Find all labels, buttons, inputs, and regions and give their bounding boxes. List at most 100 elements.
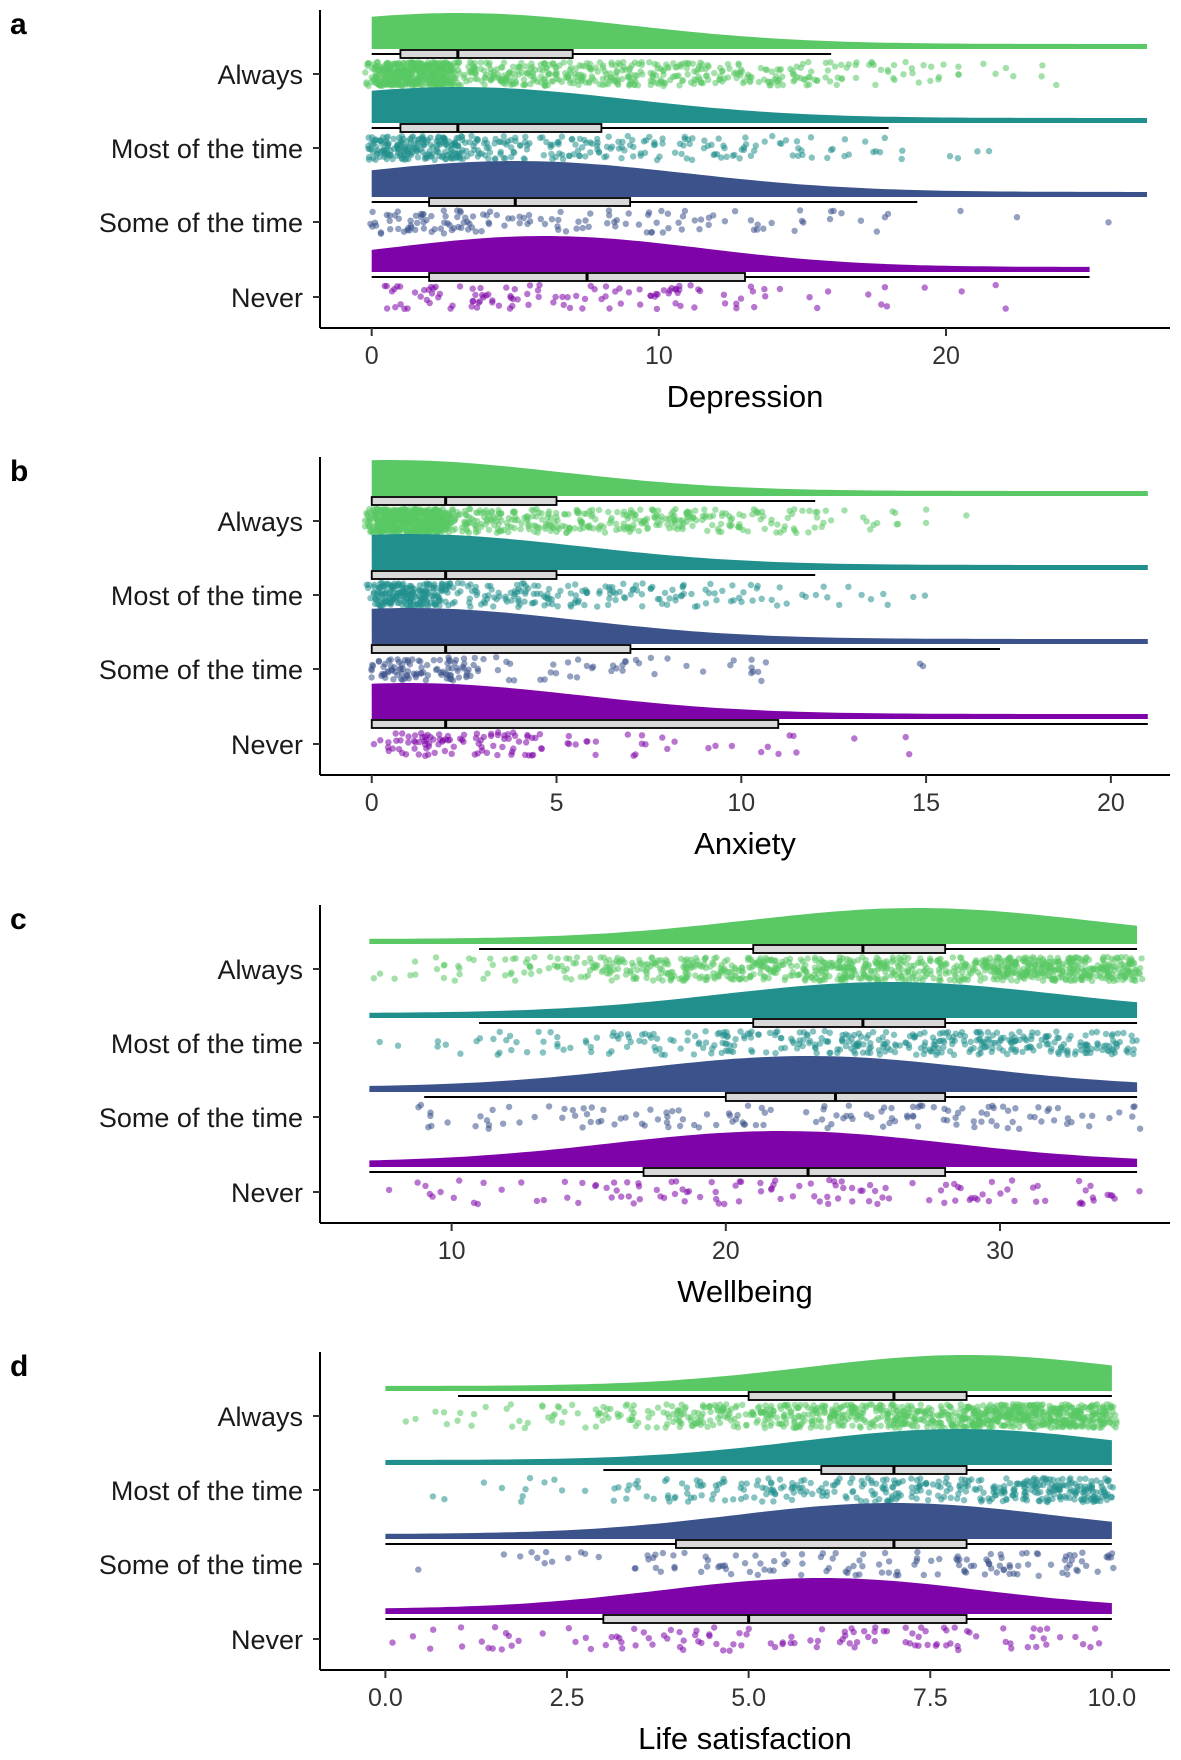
data-point: [1042, 1197, 1049, 1205]
data-point: [1047, 962, 1054, 969]
data-point: [794, 972, 801, 979]
data-point: [572, 581, 579, 588]
data-point: [395, 658, 403, 666]
data-point: [477, 520, 485, 528]
data-point: [378, 140, 386, 148]
data-point: [1093, 1045, 1101, 1052]
data-point: [1098, 974, 1106, 982]
data-point: [1111, 967, 1118, 974]
data-point: [750, 962, 757, 970]
data-point: [674, 289, 681, 297]
data-point: [436, 602, 443, 609]
data-point: [443, 675, 450, 682]
data-point: [431, 226, 438, 233]
data-point: [537, 215, 544, 223]
data-point: [474, 589, 481, 596]
data-point: [921, 284, 928, 291]
data-point: [728, 975, 735, 983]
data-point: [1102, 1030, 1110, 1038]
data-point: [373, 514, 380, 522]
data-point: [503, 141, 510, 148]
data-point: [646, 133, 653, 141]
data-point: [873, 228, 880, 235]
data-point: [752, 142, 759, 149]
data-point: [953, 962, 960, 969]
data-point: [739, 79, 747, 87]
data-point: [698, 973, 705, 980]
data-point: [1054, 954, 1062, 962]
data-point: [768, 516, 775, 523]
data-point: [581, 959, 588, 967]
data-point: [501, 732, 508, 739]
data-point: [527, 72, 534, 79]
data-point: [761, 1109, 768, 1116]
data-point: [580, 1105, 587, 1112]
data-point: [601, 153, 608, 161]
data-point: [456, 511, 464, 518]
data-point: [984, 1029, 992, 1036]
data-point: [1085, 1424, 1092, 1431]
data-point: [1108, 1032, 1116, 1040]
data-point: [456, 1177, 463, 1184]
data-point: [415, 136, 422, 143]
data-point: [390, 676, 397, 683]
data-point: [1075, 972, 1082, 979]
data-point: [404, 63, 411, 71]
data-point: [432, 519, 440, 527]
density-curve: [371, 683, 1148, 719]
data-point: [857, 217, 865, 224]
data-point: [539, 1049, 547, 1056]
data-point: [625, 289, 633, 296]
data-point: [521, 598, 528, 605]
data-point: [555, 226, 562, 233]
data-point: [718, 528, 725, 536]
data-point: [629, 136, 636, 144]
data-point: [401, 599, 408, 606]
data-point: [1077, 955, 1084, 963]
data-point: [444, 732, 452, 740]
data-point: [942, 967, 950, 975]
data-point: [514, 516, 521, 524]
data-point: [631, 81, 638, 88]
data-point: [420, 225, 428, 232]
x-tick-label: 0.0: [368, 1684, 403, 1712]
data-point: [665, 1123, 672, 1131]
data-point: [671, 149, 679, 156]
data-point: [1082, 1032, 1089, 1039]
data-point: [410, 737, 418, 745]
data-point: [446, 221, 453, 229]
data-point: [440, 1409, 448, 1416]
x-axis-title: Life satisfaction: [638, 1721, 852, 1756]
data-point: [587, 210, 594, 217]
data-point: [478, 77, 485, 85]
data-point: [946, 976, 953, 984]
data-point: [726, 1112, 734, 1119]
data-point: [397, 665, 404, 672]
data-point: [689, 135, 696, 142]
data-point: [904, 1114, 911, 1121]
data-point: [557, 587, 564, 594]
data-point: [711, 69, 718, 77]
data-point: [854, 957, 862, 964]
category-label: Most of the time: [111, 1029, 303, 1059]
data-point: [1079, 976, 1086, 984]
data-point: [623, 1043, 631, 1051]
data-point: [699, 963, 706, 970]
data-point: [605, 133, 612, 140]
data-point: [503, 658, 510, 665]
data-point: [428, 526, 436, 533]
data-point: [720, 142, 727, 149]
data-point: [793, 962, 801, 970]
data-point: [575, 1199, 582, 1207]
data-point: [598, 295, 605, 303]
data-point: [472, 291, 479, 299]
data-point: [1058, 974, 1066, 981]
data-point: [519, 69, 526, 76]
data-point: [478, 228, 485, 235]
data-point: [748, 656, 755, 663]
data-point: [1128, 1032, 1135, 1039]
data-point: [708, 1178, 715, 1186]
data-point: [535, 293, 542, 301]
data-point: [658, 600, 666, 607]
data-point: [806, 507, 813, 514]
